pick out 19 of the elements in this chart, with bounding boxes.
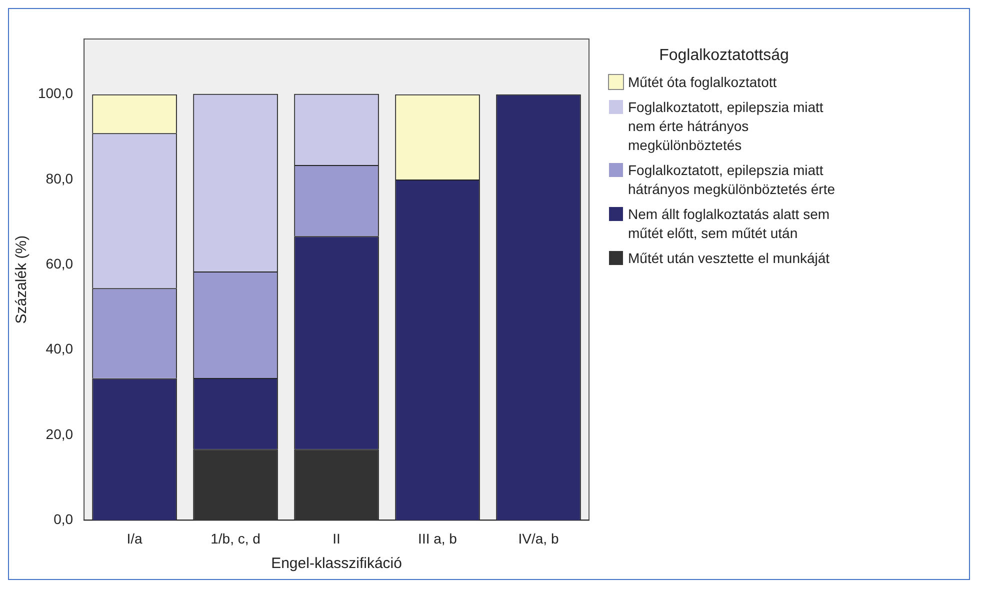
y-axis-title: Százalék (%) [13, 235, 30, 324]
y-tick-label: 100,0 [38, 85, 74, 102]
legend-label: Műtét után vesztette el munkáját [628, 249, 830, 268]
x-axis-title: Engel-klasszifikáció [271, 555, 402, 572]
x-tick-label: IV/a, b [518, 530, 559, 546]
x-tick-label: II [332, 530, 340, 546]
legend-label: Foglalkoztatott, epilepszia miatt hátrányos megkülönböztetés érte [628, 161, 836, 199]
y-tick-label: 40,0 [46, 340, 74, 357]
x-tick-label: I/a [126, 530, 143, 546]
legend-label: Műtét óta foglalkoztatott [628, 73, 777, 92]
y-tick-label: 0,0 [54, 511, 74, 528]
x-tick-label: 1/b, c, d [210, 530, 260, 546]
y-tick-label: 60,0 [46, 256, 74, 272]
legend-label: Nem állt foglalkoztatás alatt sem műtét előtt, sem műtét után [628, 205, 831, 243]
legend-label: Foglalkoztatott, epilepszia miatt nem érte hátrányos megkülönböztetés [628, 98, 824, 155]
x-tick-label: III a, b [418, 530, 458, 546]
y-tick-label: 20,0 [46, 426, 74, 442]
y-tick-label: 80,0 [46, 170, 74, 186]
legend-title: Foglalkoztatottság [658, 47, 790, 65]
